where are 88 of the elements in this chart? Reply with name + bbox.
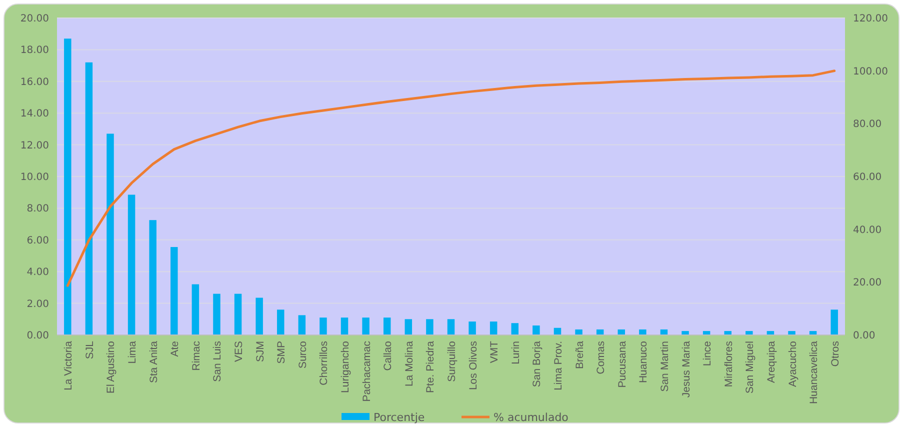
- y2-tick-label: 60.00: [853, 172, 882, 183]
- x-tick-label: Los Olivos: [467, 341, 480, 390]
- y-tick-label: 4.00: [26, 267, 49, 278]
- bar: [85, 62, 93, 335]
- bar: [830, 310, 838, 335]
- y-tick-label: 10.00: [20, 172, 49, 183]
- bar: [106, 134, 114, 335]
- x-tick-label: Pte. Piedra: [424, 340, 437, 393]
- x-tick-label: Chorrillos: [318, 341, 330, 386]
- bar: [192, 284, 200, 335]
- y2-tick-label: 120.00: [853, 14, 888, 24]
- x-tick-label: Jesus Maria: [680, 340, 692, 398]
- x-tick-label: SJL: [84, 340, 96, 360]
- y-tick-label: 18.00: [20, 45, 49, 56]
- bar: [724, 331, 732, 335]
- x-tick-label: Rimac: [190, 341, 202, 371]
- bar: [490, 322, 498, 335]
- x-tick-label: Lince: [702, 340, 714, 366]
- bar: [532, 325, 540, 335]
- bar: [149, 220, 156, 335]
- bar: [468, 322, 476, 335]
- bar: [362, 318, 370, 335]
- x-tick-label: Surquillo: [446, 340, 458, 382]
- bar: [447, 319, 455, 335]
- x-tick-label: Lima Prov.: [552, 341, 564, 390]
- bar: [639, 329, 646, 335]
- bar: [213, 294, 220, 335]
- x-tick-label: SMP: [276, 341, 288, 364]
- y-tick-label: 6.00: [26, 235, 49, 246]
- bar: [170, 247, 178, 335]
- legend-label: Porcentje: [374, 410, 425, 424]
- y2-tick-label: 40.00: [853, 224, 882, 236]
- x-tick-label: Comas: [595, 341, 608, 374]
- y2-tick-label: 100.00: [853, 66, 888, 78]
- bar: [64, 38, 72, 335]
- bar: [128, 194, 136, 335]
- y-tick-label: 12.00: [20, 140, 49, 152]
- bar: [234, 294, 242, 335]
- x-tick-label: Ate: [169, 340, 182, 357]
- y-tick-label: 14.00: [20, 108, 49, 120]
- x-tick-label: Pucusana: [616, 340, 628, 388]
- x-tick-label: Miraflores: [722, 341, 735, 388]
- x-tick-label: VES: [233, 341, 246, 362]
- y2-tick-label: 80.00: [853, 119, 882, 130]
- x-tick-label: San Luis: [212, 341, 224, 382]
- bar: [404, 319, 412, 335]
- y-tick-label: 2.00: [26, 298, 49, 310]
- x-tick-label: Breña: [574, 340, 586, 370]
- x-tick-label: San Miguel: [744, 341, 756, 394]
- x-tick-label: Huanuco: [638, 340, 650, 384]
- x-tick-label: San Martin: [658, 340, 671, 392]
- x-tick-label: Otros: [829, 341, 842, 367]
- legend-label: % acumulado: [494, 410, 569, 424]
- x-tick-label: La Molina: [403, 340, 416, 387]
- bar: [298, 315, 306, 335]
- y-tick-label: 8.00: [26, 204, 49, 215]
- y2-tick-label: 20.00: [853, 278, 882, 289]
- bar: [682, 331, 689, 335]
- bar: [511, 323, 519, 335]
- line-series: [66, 70, 836, 287]
- y-tick-label: 16.00: [20, 76, 49, 88]
- bar: [788, 331, 796, 335]
- x-tick-label: Lurin: [510, 340, 522, 364]
- x-tick-label: Huancavelica: [808, 340, 820, 404]
- bar: [320, 318, 327, 335]
- y2-tick-label: 0.00: [853, 330, 876, 342]
- x-tick-label: Lurigancho: [340, 340, 352, 393]
- bar: [340, 318, 348, 335]
- bar: [746, 331, 753, 335]
- x-tick-label: Pachacamac: [360, 341, 373, 402]
- x-tick-label: La Victoria: [62, 340, 75, 390]
- bar: [575, 329, 582, 335]
- bar: [383, 318, 391, 335]
- bar: [256, 298, 263, 335]
- x-tick-label: Arequipa: [765, 340, 778, 384]
- x-tick-label: El Agustino: [105, 340, 118, 394]
- x-tick-label: San Borja: [531, 340, 544, 388]
- x-tick-label: Surco: [296, 340, 309, 368]
- y-tick-label: 20.00: [20, 14, 49, 24]
- y-tick-label: 0.00: [26, 330, 49, 342]
- x-tick-label: VMT: [488, 340, 501, 364]
- x-tick-label: Sta Anita: [148, 340, 160, 384]
- x-tick-label: SJM: [254, 341, 266, 362]
- bar: [277, 310, 284, 335]
- x-tick-label: Lima: [126, 340, 139, 364]
- x-tick-label: Callao: [382, 340, 394, 371]
- bar: [426, 319, 434, 335]
- x-tick-label: Ayacucho: [786, 340, 799, 387]
